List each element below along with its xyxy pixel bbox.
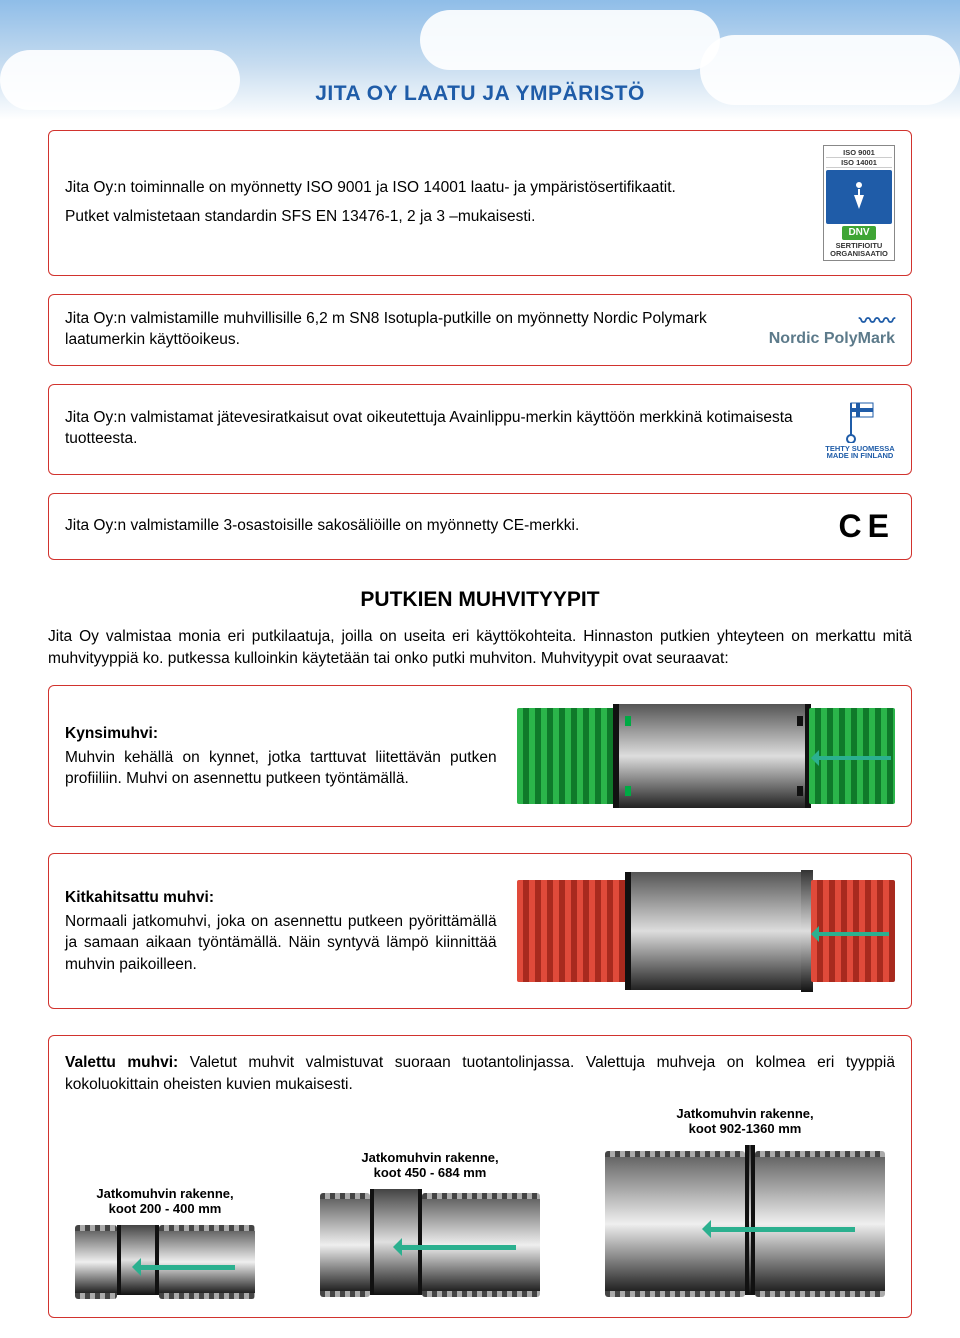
avainlippu-badge: TEHTY SUOMESSA MADE IN FINLAND bbox=[825, 399, 895, 460]
kynsimuhvi-body: Muhvin kehällä on kynnet, jotka tarttuva… bbox=[65, 749, 497, 787]
cert-box-avainlippu: Jita Oy:n valmistamat jätevesiratkaisut … bbox=[48, 384, 912, 475]
kitkahitsattu-diagram bbox=[517, 872, 895, 990]
valettu-body: Valetut muhvit valmistuvat suoraan tuota… bbox=[65, 1054, 895, 1093]
valettu-diagram-small bbox=[75, 1225, 255, 1295]
section-title-muhvityypit: PUTKIEN MUHVITYYPIT bbox=[48, 588, 912, 612]
valettu-col-medium: Jatkomuhvin rakenne,koot 450 - 684 mm bbox=[310, 1150, 550, 1295]
kynsimuhvi-box: Kynsimuhvi: Muhvin kehällä on kynnet, jo… bbox=[48, 685, 912, 827]
page: JITA OY LAATU JA YMPÄRISTÖ Jita Oy:n toi… bbox=[0, 0, 960, 1338]
cert-text-line2: Putket valmistetaan standardin SFS EN 13… bbox=[65, 207, 811, 228]
kynsimuhvi-title: Kynsimuhvi: bbox=[65, 723, 497, 744]
iso-bottom-label: SERTIFIOITU ORGANISAATIO bbox=[826, 242, 892, 258]
valettu-diagram-large bbox=[605, 1145, 885, 1295]
kynsimuhvi-diagram bbox=[517, 704, 895, 808]
cert-nordic-text: Jita Oy:n valmistamille muhvillisille 6,… bbox=[65, 309, 723, 351]
cert-box-nordic: Jita Oy:n valmistamille muhvillisille 6,… bbox=[48, 294, 912, 366]
page-title: JITA OY LAATU JA YMPÄRISTÖ bbox=[48, 82, 912, 106]
nordic-polymark-label: Nordic PolyMark bbox=[769, 330, 895, 347]
dnv-shield bbox=[826, 170, 892, 224]
valettu-text: Valettu muhvi: Valetut muhvit valmistuva… bbox=[65, 1052, 895, 1095]
kitkahitsattu-body: Normaali jatkomuhvi, joka on asennettu p… bbox=[65, 913, 497, 973]
iso-9001-label: ISO 9001 bbox=[826, 148, 892, 158]
content-container: JITA OY LAATU JA YMPÄRISTÖ Jita Oy:n toi… bbox=[0, 0, 960, 1318]
valettu-col-small: Jatkomuhvin rakenne,koot 200 - 400 mm bbox=[65, 1186, 265, 1295]
valettu-diagram-medium bbox=[320, 1189, 540, 1295]
valettu-col-large: Jatkomuhvin rakenne,koot 902-1360 mm bbox=[595, 1106, 895, 1295]
iso-badge: ISO 9001 ISO 14001 DNV SERTIFIOITU ORGAN… bbox=[823, 145, 895, 261]
kitkahitsattu-text: Kitkahitsattu muhvi: Normaali jatkomuhvi… bbox=[65, 887, 497, 975]
wave-icon: 〰〰 bbox=[859, 311, 895, 331]
valettu-label-small: Jatkomuhvin rakenne,koot 200 - 400 mm bbox=[96, 1186, 233, 1217]
valettu-sizes-row: Jatkomuhvin rakenne,koot 200 - 400 mm J bbox=[65, 1106, 895, 1295]
iso-14001-label: ISO 14001 bbox=[826, 158, 892, 168]
valettu-title: Valettu muhvi: bbox=[65, 1054, 178, 1071]
muhvityypit-intro: Jita Oy valmistaa monia eri putkilaatuja… bbox=[48, 626, 912, 669]
anchor-icon bbox=[844, 180, 874, 214]
cert-avainlippu-text: Jita Oy:n valmistamat jätevesiratkaisut … bbox=[65, 408, 813, 450]
cert-box-ce: Jita Oy:n valmistamille 3-osastoisille s… bbox=[48, 493, 912, 560]
valettu-label-large: Jatkomuhvin rakenne,koot 902-1360 mm bbox=[676, 1106, 813, 1137]
nordic-polymark-logo: 〰〰 Nordic PolyMark bbox=[735, 312, 895, 347]
kitkahitsattu-box: Kitkahitsattu muhvi: Normaali jatkomuhvi… bbox=[48, 853, 912, 1009]
cert-text-line1: Jita Oy:n toiminnalle on myönnetty ISO 9… bbox=[65, 178, 811, 199]
cert-box-iso-text: Jita Oy:n toiminnalle on myönnetty ISO 9… bbox=[65, 178, 811, 228]
kitkahitsattu-title: Kitkahitsattu muhvi: bbox=[65, 887, 497, 908]
finnish-flag-icon bbox=[845, 399, 875, 443]
valettu-box: Valettu muhvi: Valetut muhvit valmistuva… bbox=[48, 1035, 912, 1318]
kynsimuhvi-text: Kynsimuhvi: Muhvin kehällä on kynnet, jo… bbox=[65, 723, 497, 789]
cert-ce-text: Jita Oy:n valmistamille 3-osastoisille s… bbox=[65, 516, 827, 537]
made-in-finland-label: MADE IN FINLAND bbox=[825, 452, 895, 460]
cert-box-iso: Jita Oy:n toiminnalle on myönnetty ISO 9… bbox=[48, 130, 912, 276]
ce-mark: CE bbox=[839, 508, 895, 545]
dnv-label: DNV bbox=[842, 226, 875, 241]
valettu-label-medium: Jatkomuhvin rakenne,koot 450 - 684 mm bbox=[361, 1150, 498, 1181]
